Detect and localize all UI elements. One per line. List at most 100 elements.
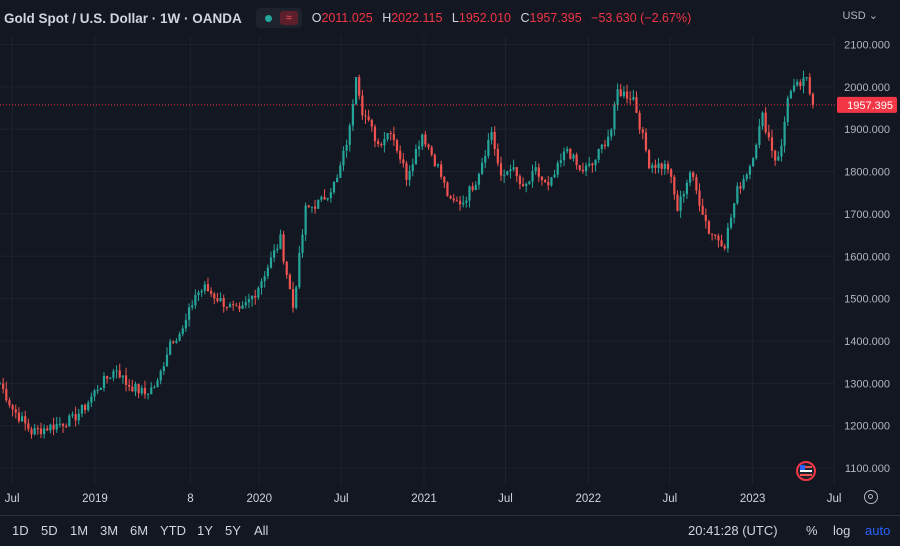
candle-body	[503, 174, 506, 176]
candle-body	[676, 194, 679, 211]
candle-body	[471, 186, 474, 190]
candle-body	[146, 394, 150, 396]
candle-body	[427, 144, 430, 148]
candle-body	[370, 120, 373, 127]
candle-body	[43, 428, 46, 434]
candle-body	[688, 172, 692, 183]
candle-body	[5, 389, 8, 401]
candle-body	[733, 203, 736, 218]
candle-body	[14, 409, 17, 413]
candle-body	[446, 182, 449, 197]
candle-body	[723, 246, 726, 249]
candle-body	[761, 112, 764, 127]
candle-body	[225, 306, 228, 308]
candle-body	[304, 205, 307, 235]
candle-body	[673, 176, 676, 195]
candle-body	[584, 165, 588, 172]
candle-body	[528, 181, 531, 184]
candle-body	[131, 386, 134, 392]
candle-body	[364, 115, 367, 117]
candle-body	[348, 125, 351, 145]
candle-body	[512, 167, 515, 170]
candle-body	[383, 139, 386, 146]
candle-body	[717, 235, 720, 241]
candle-body	[191, 305, 194, 308]
candle-body	[8, 400, 11, 406]
candle-body	[162, 366, 165, 372]
candle-body	[332, 181, 336, 193]
candle-body	[115, 370, 118, 372]
settings-icon[interactable]	[864, 490, 878, 504]
candle-body	[241, 305, 244, 309]
candle-body	[496, 148, 499, 164]
candle-body	[408, 171, 411, 180]
candles	[0, 70, 815, 439]
log-scale-button[interactable]: log	[833, 523, 851, 538]
candle-body	[235, 305, 238, 307]
candle-body	[222, 298, 225, 307]
candle-body	[521, 184, 525, 187]
candle-body	[638, 112, 641, 130]
candle-body	[386, 133, 389, 140]
candle-body	[764, 112, 767, 133]
percent-scale-button[interactable]: %	[806, 523, 818, 538]
candle-body	[452, 198, 455, 201]
candle-body	[575, 154, 578, 166]
x-tick-label: Jul	[827, 493, 842, 505]
candle-body	[143, 387, 147, 395]
y-tick-label: 1600.000	[844, 251, 890, 263]
y-axis-labels: 1100.000 1200.000 1300.000 1400.000 1500.000…	[844, 39, 890, 475]
candle-body	[462, 202, 465, 205]
range-3m[interactable]: 3M	[100, 523, 119, 538]
range-6m[interactable]: 6M	[130, 523, 149, 538]
candle-body	[525, 183, 528, 187]
candle-body	[61, 423, 65, 427]
candle-body	[254, 295, 257, 298]
x-tick-label: 2019	[82, 493, 108, 505]
candle-body	[792, 85, 796, 92]
candle-body	[0, 383, 2, 385]
range-1d[interactable]: 1D	[12, 523, 29, 538]
candle-body	[175, 340, 178, 343]
range-5d[interactable]: 5D	[41, 523, 58, 538]
y-grid	[0, 43, 835, 469]
utc-clock[interactable]: 20:41:28 (UTC)	[688, 523, 778, 538]
price-chart[interactable]: 1957.395 1100.000 1200.000 1300.000 1400.00…	[0, 0, 900, 515]
candle-body	[540, 176, 544, 181]
y-tick-label: 2100.000	[844, 39, 890, 51]
y-tick-label: 1200.000	[844, 421, 890, 433]
candle-body	[109, 377, 112, 379]
us-flag-icon[interactable]	[796, 461, 816, 481]
candle-body	[550, 177, 553, 186]
range-ytd[interactable]: YTD	[160, 523, 186, 538]
x-tick-label: 2022	[576, 493, 602, 505]
candle-body	[323, 196, 326, 200]
open-label: O	[311, 11, 322, 25]
y-tick-label: 1100.000	[845, 463, 890, 475]
candle-body	[499, 163, 503, 176]
candle-body	[232, 304, 235, 306]
candle-body	[739, 186, 742, 189]
range-5y[interactable]: 5Y	[225, 523, 241, 538]
candle-body	[140, 387, 143, 394]
currency-selector[interactable]: USD ⌄	[842, 9, 878, 22]
candle-body	[531, 171, 534, 182]
candle-body	[777, 156, 780, 161]
candle-body	[711, 233, 714, 235]
wave-icon[interactable]: ≈	[279, 11, 298, 25]
candle-body	[282, 234, 285, 262]
range-1m[interactable]: 1M	[70, 523, 89, 538]
candle-body	[153, 387, 156, 389]
candle-body	[269, 257, 273, 268]
candle-body	[644, 132, 648, 151]
candle-body	[354, 77, 358, 105]
range-all[interactable]: All	[254, 523, 269, 538]
candle-body	[698, 190, 701, 206]
range-1y[interactable]: 1Y	[197, 523, 213, 538]
auto-scale-button[interactable]: auto	[865, 523, 891, 538]
indicator-toggle-group[interactable]: ≈	[255, 8, 302, 28]
x-tick-label: Jul	[662, 493, 677, 505]
y-tick-label: 1300.000	[844, 378, 890, 390]
symbol-title[interactable]: Gold Spot / U.S. Dollar · 1W · OANDA	[4, 10, 242, 26]
candle-body	[755, 144, 758, 159]
